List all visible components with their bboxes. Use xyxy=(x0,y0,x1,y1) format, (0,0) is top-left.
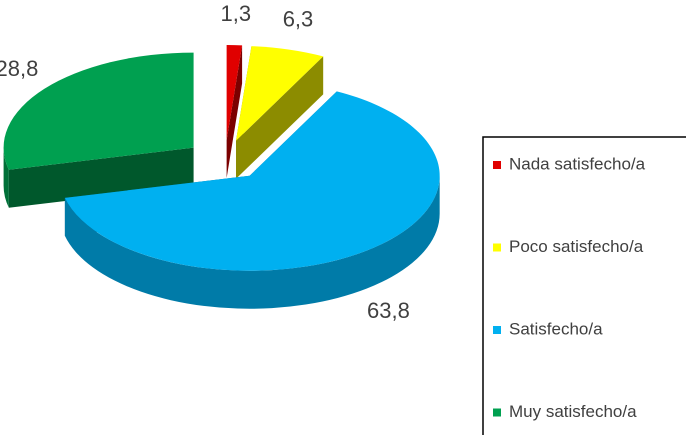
slice-side xyxy=(236,56,324,179)
slice xyxy=(3,52,194,170)
legend-box xyxy=(482,136,686,435)
data-label: 1,3 xyxy=(221,1,252,26)
data-label: 63,8 xyxy=(367,298,410,323)
legend-label: Poco satisfecho/a xyxy=(509,237,644,256)
legend-marker xyxy=(493,161,501,169)
slice xyxy=(226,45,243,141)
slice-wall xyxy=(64,175,440,309)
legend-label: Nada satisfecho/a xyxy=(509,154,646,173)
slice xyxy=(64,91,440,271)
legend-marker xyxy=(493,408,501,417)
legend-label: Satisfecho/a xyxy=(509,319,603,338)
slice-side xyxy=(8,147,194,208)
legend-marker xyxy=(493,243,501,252)
legend-label: Muy satisfecho/a xyxy=(509,402,637,421)
slice-wall xyxy=(3,147,9,208)
slice xyxy=(236,46,324,141)
legend-marker xyxy=(493,326,501,334)
data-label: 6,3 xyxy=(283,6,314,31)
data-label: 28,8 xyxy=(0,56,38,81)
slice-side xyxy=(226,45,243,179)
